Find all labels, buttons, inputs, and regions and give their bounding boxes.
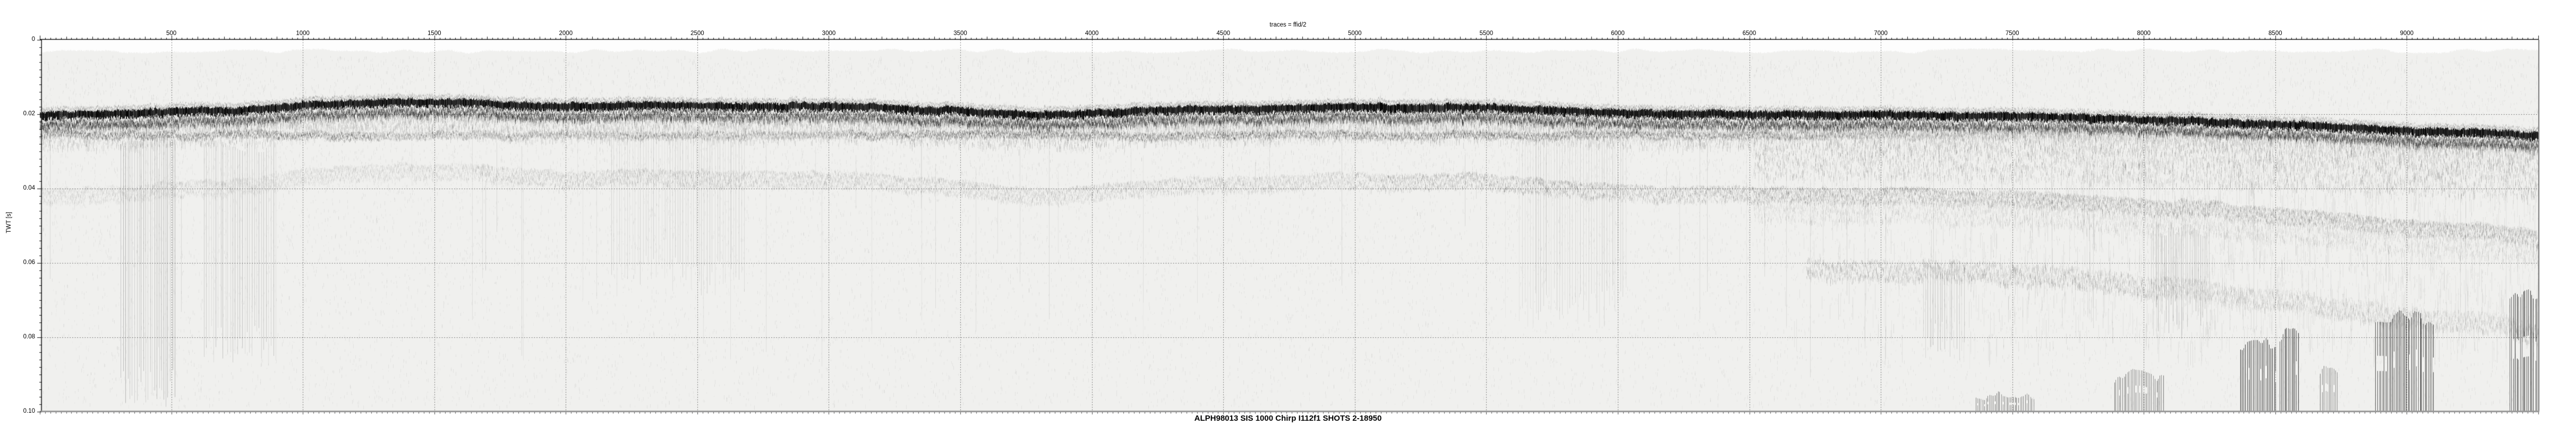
x-tick-label: 2500: [690, 30, 704, 37]
y-tick-label: 0: [31, 36, 35, 42]
x-tick-label: 5500: [1479, 30, 1494, 37]
x-tick-label: 2000: [559, 30, 573, 37]
x-tick-label: 7500: [2005, 30, 2019, 37]
x-tick-label: 8000: [2137, 30, 2151, 37]
plot-bottom-title: ALPH98013 SIS 1000 Chirp I112f1 SHOTS 2-…: [1194, 414, 1382, 423]
x-tick-label: 3500: [953, 30, 967, 37]
x-tick-label: 3000: [822, 30, 836, 37]
y-tick-label: 0.04: [23, 185, 35, 191]
x-tick-label: 5000: [1347, 30, 1362, 37]
x-tick-label: 6000: [1611, 30, 1625, 37]
y-tick-label: 0.08: [23, 334, 35, 340]
plot-top-title: traces = ffid/2: [1269, 22, 1307, 28]
y-tick-label: 0.02: [23, 110, 35, 117]
y-tick-label: 0.06: [23, 259, 35, 266]
x-tick-label: 4500: [1216, 30, 1230, 37]
y-axis-label: TWT [s]: [6, 211, 12, 234]
x-tick-label: 9000: [2400, 30, 2414, 37]
x-tick-label: 500: [166, 30, 177, 37]
x-tick-label: 1000: [296, 30, 310, 37]
x-tick-label: 6500: [1742, 30, 1756, 37]
y-tick-label: 0.10: [23, 408, 35, 414]
x-tick-label: 1500: [427, 30, 441, 37]
x-tick-label: 7000: [1874, 30, 1888, 37]
x-tick-label: 8500: [2268, 30, 2282, 37]
x-tick-label: 4000: [1085, 30, 1099, 37]
